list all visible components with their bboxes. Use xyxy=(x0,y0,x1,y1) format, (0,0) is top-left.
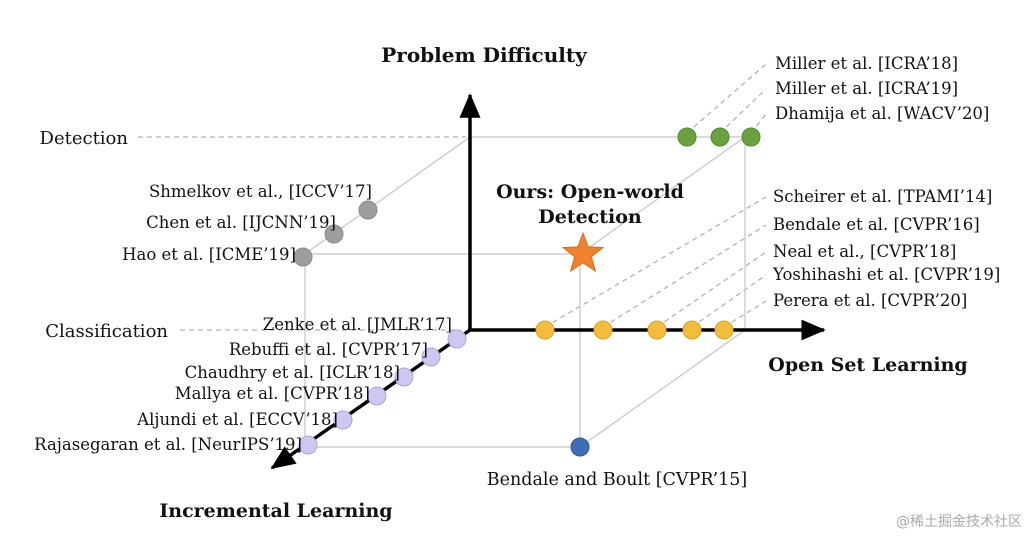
dot-miller-icra18 xyxy=(677,127,697,147)
level-label-classification: Classification xyxy=(45,321,168,342)
label-scheirer-tpami14: Scheirer et al. [TPAMI’14] xyxy=(773,187,992,206)
label-shmelkov-iccv17: Shmelkov et al., [ICCV’17] xyxy=(149,182,372,201)
dot-bendale-boult-cvpr15 xyxy=(570,437,590,457)
dot-scheirer-tpami14 xyxy=(535,320,555,340)
label-chen-ijcnn19: Chen et al. [IJCNN’19] xyxy=(146,213,336,232)
dot-chen-ijcnn19 xyxy=(324,224,344,244)
watermark-text: @稀土掘金技术社区 xyxy=(896,514,1022,530)
leader-yellow-4 xyxy=(691,274,767,328)
dot-zenke-jmlr17 xyxy=(447,329,467,349)
ours-label-line2: Detection xyxy=(538,206,642,228)
dot-rajasegaran-neurips19 xyxy=(298,435,318,455)
label-aljundi-eccv18: Aljundi et al. [ECCV’18] xyxy=(136,410,338,429)
dot-mallya-cvpr18 xyxy=(367,386,387,406)
dot-yoshihashi-cvpr19 xyxy=(682,320,702,340)
cube-depth-top-right-edge xyxy=(579,136,746,255)
label-miller-icra18: Miller et al. [ICRA’18] xyxy=(775,54,958,73)
leader-green-1 xyxy=(686,63,767,134)
label-bendale-boult-cvpr15: Bendale and Boult [CVPR’15] xyxy=(487,470,747,490)
axis-label-incremental-learning: Incremental Learning xyxy=(159,500,392,522)
label-yoshihashi-cvpr19: Yoshihashi et al. [CVPR’19] xyxy=(772,265,1000,284)
label-bendale-cvpr16: Bendale et al. [CVPR’16] xyxy=(773,215,980,234)
dot-bendale-cvpr16 xyxy=(593,320,613,340)
dot-shmelkov-iccv17 xyxy=(358,200,378,220)
dot-miller-icra19 xyxy=(710,127,730,147)
leader-yellow-2 xyxy=(602,224,767,328)
label-perera-cvpr20: Perera et al. [CVPR’20] xyxy=(773,291,967,310)
dot-dhamija-wacv20 xyxy=(741,127,761,147)
label-rebuffi-cvpr17: Rebuffi et al. [CVPR’17] xyxy=(229,340,428,359)
leader-yellow-3 xyxy=(656,251,767,328)
dot-rebuffi-cvpr17 xyxy=(421,347,441,367)
label-mallya-cvpr18: Mallya et al. [CVPR’18] xyxy=(175,384,370,403)
axis-label-problem-difficulty: Problem Difficulty xyxy=(381,43,588,67)
ours-star-icon xyxy=(561,231,605,273)
cube-depth-bottom-right-edge xyxy=(579,329,746,448)
leader-green-2 xyxy=(719,88,767,134)
dot-neal-cvpr18 xyxy=(647,320,667,340)
label-chaudhry-iclr18: Chaudhry et al. [ICLR’18] xyxy=(185,363,400,382)
label-neal-cvpr18: Neal et al., [CVPR’18] xyxy=(773,242,956,261)
label-miller-icra19: Miller et al. [ICRA’19] xyxy=(775,79,958,98)
leader-yellow-1 xyxy=(544,196,767,328)
dot-aljundi-eccv18 xyxy=(333,410,353,430)
axis-label-open-set-learning: Open Set Learning xyxy=(768,354,967,376)
dot-perera-cvpr20 xyxy=(714,320,734,340)
label-zenke-jmlr17: Zenke et al. [JMLR’17] xyxy=(263,315,452,334)
label-dhamija-wacv20: Dhamija et al. [WACV’20] xyxy=(775,104,989,123)
label-hao-icme19: Hao et al. [ICME’19] xyxy=(122,245,296,264)
label-rajasegaran-neurips19: Rajasegaran et al. [NeurIPS’19] xyxy=(34,435,302,454)
ours-label-line1: Ours: Open-world xyxy=(496,181,684,203)
dot-chaudhry-iclr18 xyxy=(394,367,414,387)
dot-hao-icme19 xyxy=(293,247,313,267)
level-label-detection: Detection xyxy=(40,128,129,149)
